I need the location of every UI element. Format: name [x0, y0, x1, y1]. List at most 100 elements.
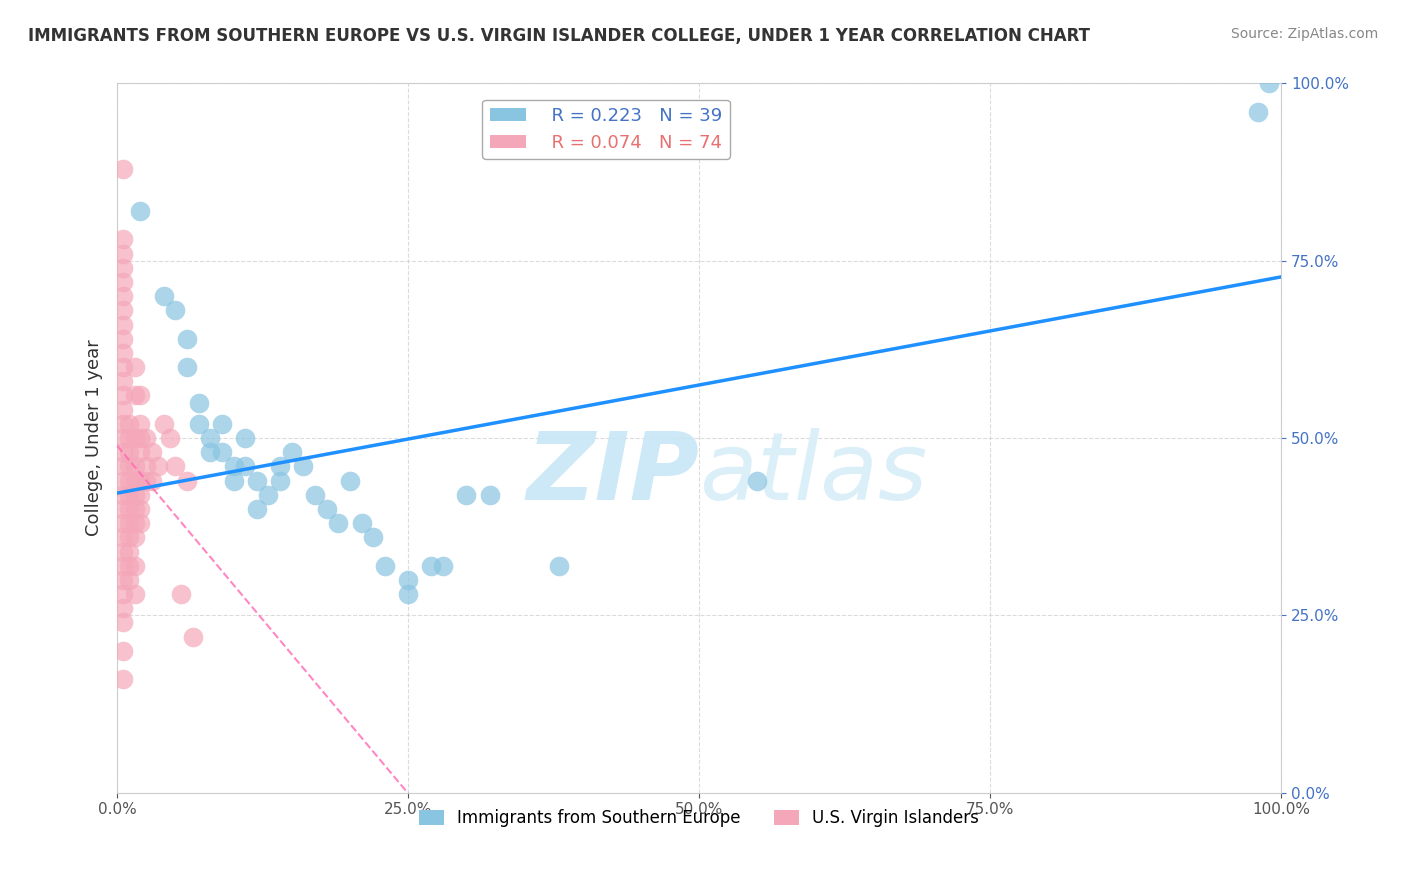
- Point: [176, 360, 198, 375]
- Point: [118, 474, 141, 488]
- Point: [111, 672, 134, 686]
- Point: [328, 516, 350, 530]
- Point: [281, 445, 304, 459]
- Point: [111, 587, 134, 601]
- Point: [361, 530, 384, 544]
- Point: [1258, 77, 1281, 91]
- Point: [432, 558, 454, 573]
- Point: [165, 459, 187, 474]
- Point: [420, 558, 443, 573]
- Point: [111, 431, 134, 445]
- Point: [111, 332, 134, 346]
- Point: [111, 346, 134, 360]
- Point: [129, 474, 152, 488]
- Point: [129, 488, 152, 502]
- Point: [548, 558, 571, 573]
- Point: [111, 601, 134, 615]
- Point: [211, 445, 233, 459]
- Point: [1247, 104, 1270, 119]
- Point: [111, 161, 134, 176]
- Point: [118, 459, 141, 474]
- Point: [124, 474, 146, 488]
- Point: [118, 445, 141, 459]
- Point: [111, 289, 134, 303]
- Point: [292, 459, 315, 474]
- Text: atlas: atlas: [699, 428, 928, 519]
- Point: [146, 459, 169, 474]
- Point: [124, 558, 146, 573]
- Point: [152, 417, 174, 431]
- Point: [165, 303, 187, 318]
- Point: [118, 530, 141, 544]
- Point: [304, 488, 326, 502]
- Point: [124, 360, 146, 375]
- Point: [111, 474, 134, 488]
- Point: [222, 459, 245, 474]
- Point: [111, 232, 134, 246]
- Point: [396, 587, 419, 601]
- Point: [111, 360, 134, 375]
- Point: [111, 303, 134, 318]
- Point: [396, 573, 419, 587]
- Point: [233, 431, 256, 445]
- Text: Source: ZipAtlas.com: Source: ZipAtlas.com: [1230, 27, 1378, 41]
- Point: [246, 474, 269, 488]
- Point: [129, 388, 152, 402]
- Point: [315, 502, 337, 516]
- Point: [135, 459, 157, 474]
- Point: [141, 445, 163, 459]
- Point: [135, 431, 157, 445]
- Point: [200, 445, 222, 459]
- Point: [111, 516, 134, 530]
- Point: [222, 474, 245, 488]
- Point: [211, 417, 233, 431]
- Point: [124, 459, 146, 474]
- Point: [350, 516, 373, 530]
- Point: [269, 459, 291, 474]
- Point: [111, 615, 134, 630]
- Point: [187, 395, 209, 409]
- Point: [124, 587, 146, 601]
- Point: [124, 516, 146, 530]
- Point: [111, 530, 134, 544]
- Point: [135, 474, 157, 488]
- Point: [141, 474, 163, 488]
- Point: [118, 488, 141, 502]
- Point: [129, 431, 152, 445]
- Text: IMMIGRANTS FROM SOUTHERN EUROPE VS U.S. VIRGIN ISLANDER COLLEGE, UNDER 1 YEAR CO: IMMIGRANTS FROM SOUTHERN EUROPE VS U.S. …: [28, 27, 1090, 45]
- Point: [124, 530, 146, 544]
- Point: [111, 488, 134, 502]
- Point: [129, 516, 152, 530]
- Y-axis label: College, Under 1 year: College, Under 1 year: [86, 340, 103, 536]
- Point: [129, 445, 152, 459]
- Point: [176, 332, 198, 346]
- Point: [111, 318, 134, 332]
- Point: [747, 474, 769, 488]
- Point: [111, 544, 134, 558]
- Point: [246, 502, 269, 516]
- Text: ZIP: ZIP: [526, 427, 699, 519]
- Point: [233, 459, 256, 474]
- Point: [374, 558, 396, 573]
- Point: [111, 644, 134, 658]
- Point: [111, 558, 134, 573]
- Point: [176, 474, 198, 488]
- Point: [118, 502, 141, 516]
- Point: [129, 502, 152, 516]
- Point: [129, 417, 152, 431]
- Point: [456, 488, 478, 502]
- Point: [124, 488, 146, 502]
- Point: [339, 474, 361, 488]
- Point: [111, 374, 134, 388]
- Point: [181, 630, 204, 644]
- Point: [124, 431, 146, 445]
- Point: [257, 488, 280, 502]
- Point: [118, 573, 141, 587]
- Point: [152, 289, 174, 303]
- Point: [111, 573, 134, 587]
- Point: [111, 502, 134, 516]
- Point: [124, 388, 146, 402]
- Point: [118, 516, 141, 530]
- Point: [200, 431, 222, 445]
- Point: [124, 502, 146, 516]
